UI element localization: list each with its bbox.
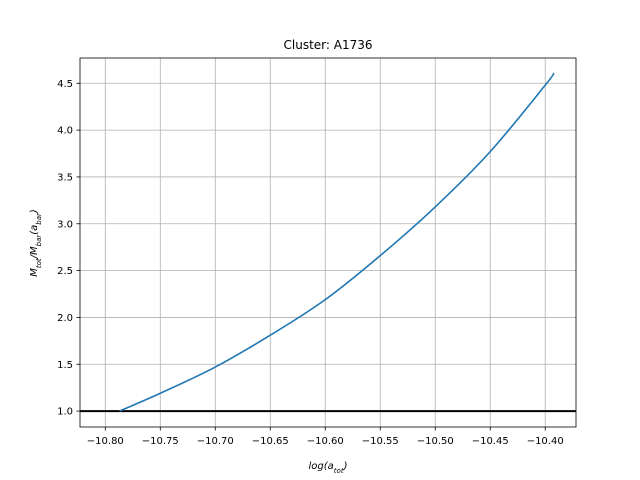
x-tick-label: −10.50: [417, 436, 454, 447]
y-tick-label: 4.0: [57, 126, 73, 137]
x-tick-label: −10.80: [87, 436, 124, 447]
y-tick-label: 3.5: [57, 173, 73, 184]
y-tick-label: 4.5: [57, 79, 73, 90]
chart-title: Cluster: A1736: [284, 38, 373, 52]
series-line: [119, 72, 555, 412]
x-tick-label: −10.60: [307, 436, 344, 447]
x-tick-label: −10.45: [472, 436, 509, 447]
x-tick-label: −10.40: [527, 436, 564, 447]
y-tick-label: 1.0: [57, 407, 73, 418]
x-tick-label: −10.55: [362, 436, 399, 447]
x-tick-label: −10.70: [197, 436, 234, 447]
plot-frame: [79, 57, 577, 428]
y-axis-title: Mtot/Mbar(abar): [29, 209, 43, 277]
series: [119, 72, 555, 412]
x-tick-label: −10.75: [142, 436, 179, 447]
y-tick-label: 3.0: [57, 219, 73, 230]
y-tick-label: 2.0: [57, 313, 73, 324]
x-axis-title: log(atot): [309, 461, 348, 475]
y-tick-label: 2.5: [57, 266, 73, 277]
y-tick-label: 1.5: [57, 360, 73, 371]
plot-area: [80, 58, 576, 427]
x-axis-ticks: −10.80 −10.75 −10.70 −10.65 −10.60 −10.55 −10.…: [87, 427, 564, 447]
x-tick-label: −10.65: [252, 436, 289, 447]
y-axis-ticks: 1.0 1.5 2.0 2.5 3.0 3.5 4.0 4.5: [57, 79, 80, 418]
